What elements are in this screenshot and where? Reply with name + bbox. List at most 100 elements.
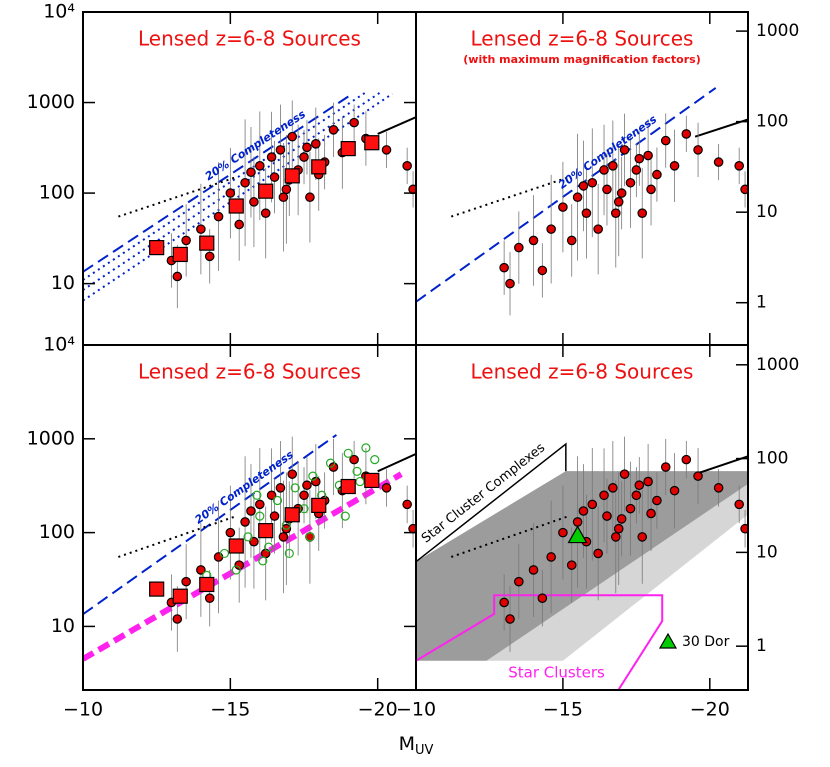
source-point xyxy=(402,499,412,510)
source-point xyxy=(260,208,271,218)
y2-tick-label: 1 xyxy=(756,293,767,313)
source-point xyxy=(616,188,627,198)
source-point xyxy=(278,532,289,542)
source-point xyxy=(660,462,671,472)
source-point xyxy=(305,192,315,203)
source-point xyxy=(240,177,250,188)
triangle-marker xyxy=(567,525,588,544)
line-label: 20% Completeness xyxy=(556,112,660,191)
source-point xyxy=(275,145,286,155)
source-point xyxy=(537,593,548,603)
open-circle xyxy=(340,511,350,521)
source-point xyxy=(246,506,256,516)
source-point xyxy=(266,490,277,501)
bin-square xyxy=(284,507,300,523)
source-point xyxy=(693,145,703,155)
source-point xyxy=(225,188,236,198)
source-point xyxy=(249,536,259,547)
source-point xyxy=(275,483,286,493)
y-tick-label: 1000 xyxy=(27,91,75,113)
x-tick-label: −20 xyxy=(358,699,398,721)
open-circle xyxy=(231,565,241,575)
open-circle xyxy=(290,483,300,493)
source-point xyxy=(528,565,539,575)
region xyxy=(416,471,748,661)
source-point xyxy=(505,614,515,624)
reference-line xyxy=(377,453,416,473)
x-tick-label: −10 xyxy=(396,699,436,721)
source-point xyxy=(246,167,256,178)
source-point xyxy=(613,197,624,207)
source-point xyxy=(196,224,206,234)
source-point xyxy=(402,161,412,171)
source-point xyxy=(196,565,206,575)
bin-square xyxy=(149,581,165,597)
source-point xyxy=(572,192,583,203)
source-point xyxy=(349,454,359,465)
reference-line xyxy=(416,442,567,563)
y-tick-label: 10⁴ xyxy=(43,334,75,356)
open-circle xyxy=(308,471,318,481)
source-point xyxy=(602,184,612,195)
panel-title: Lensed z=6-8 Sources xyxy=(471,27,694,51)
bin-square xyxy=(340,478,356,495)
source-point xyxy=(566,235,577,246)
reference-line xyxy=(118,515,237,558)
bin-square xyxy=(199,235,215,251)
source-point xyxy=(634,480,645,491)
y-tick-label: 100 xyxy=(39,521,75,543)
panel-title: Lensed z=6-8 Sources xyxy=(471,360,694,384)
source-point xyxy=(619,145,630,155)
source-point xyxy=(646,508,656,519)
open-circle xyxy=(252,490,262,500)
source-point xyxy=(599,165,609,175)
y-tick-label: 100 xyxy=(39,182,75,204)
source-point xyxy=(713,483,724,493)
source-point xyxy=(213,552,224,562)
source-point xyxy=(637,532,648,542)
source-point xyxy=(613,523,624,534)
panel-labels: 20% Completeness Lensed z=6-8 Sources (wit… xyxy=(463,27,700,192)
source-point xyxy=(181,235,191,246)
source-point xyxy=(681,454,692,465)
source-point xyxy=(278,192,289,203)
source-point xyxy=(299,152,309,162)
x-tick-label: −20 xyxy=(690,699,730,721)
source-point xyxy=(528,235,539,246)
source-point xyxy=(734,161,744,171)
panel xyxy=(83,91,416,309)
reference-line xyxy=(450,176,570,218)
source-point xyxy=(681,129,692,139)
x-tick-label: −15 xyxy=(210,699,250,721)
bin-square xyxy=(172,246,188,263)
y-tick-label: 10 xyxy=(51,615,75,637)
panel-frame xyxy=(415,344,749,691)
panel-frame xyxy=(82,344,417,691)
source-point xyxy=(608,161,618,171)
open-circle xyxy=(355,476,365,487)
source-point xyxy=(299,490,309,501)
source-point xyxy=(255,499,265,510)
open-circle xyxy=(258,556,268,566)
reference-line xyxy=(83,92,354,273)
open-circle xyxy=(243,532,253,542)
source-point xyxy=(537,265,548,276)
source-point xyxy=(302,480,312,491)
source-point xyxy=(499,262,509,273)
bin-square xyxy=(149,240,165,256)
source-point xyxy=(281,184,292,195)
source-point xyxy=(669,161,680,171)
source-point xyxy=(287,131,298,142)
y2-tick-label: 1000 xyxy=(756,21,799,41)
reference-line xyxy=(416,87,717,303)
source-point xyxy=(593,548,603,559)
source-point xyxy=(514,242,524,253)
source-point xyxy=(558,527,568,538)
source-point xyxy=(558,202,568,212)
source-point xyxy=(311,139,321,149)
source-point xyxy=(610,532,621,542)
source-point xyxy=(587,177,598,188)
source-point xyxy=(328,125,339,135)
reference-line xyxy=(377,116,416,135)
